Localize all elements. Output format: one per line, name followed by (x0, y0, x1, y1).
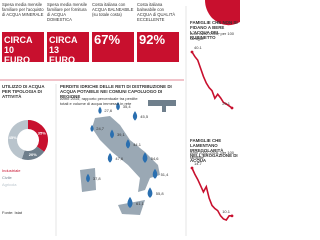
loss-label: 27,6 (104, 108, 113, 113)
tap-icon (148, 100, 176, 112)
loss-label: 35,4 (123, 104, 132, 109)
trend-point (230, 214, 234, 218)
layout-graphics: 27,6 35,4 45,5 24,7 39,1 44,1 54,6 37,8 51,4 61,1… (0, 0, 240, 236)
chart-subtitle: Anni 2002-2016, per 100 famiglie (190, 31, 235, 41)
loss-label: 24,7 (96, 126, 105, 131)
loss-drop (107, 152, 113, 163)
donut-slice (21, 146, 45, 160)
trend-label: 40.1 (194, 45, 203, 50)
chart-title: FAMIGLIE CHE LAMENTANO IRREGOLARITÀ NELL… (190, 138, 238, 163)
trend-line (191, 167, 232, 221)
trend-point (230, 106, 234, 110)
loss-drop (125, 139, 131, 149)
card: Costa italiana con ACQUA BALNEABILE (su … (92, 2, 134, 68)
trend-label: 10.1 (222, 209, 231, 214)
slice-label: 20% (29, 152, 37, 157)
infographic: 27,6 35,4 45,5 24,7 39,1 44,1 54,6 37,8 51,4 61,1… (0, 0, 240, 236)
trend-label: 14.7 (194, 161, 203, 166)
card-text: Costa italiana con ACQUA BALNEABILE (su … (92, 2, 134, 17)
sicily (118, 200, 145, 215)
donut-slice (7, 120, 29, 160)
loss-label: 55,8 (156, 191, 165, 196)
card-text: Costa italiana balneabile con ACQUA di Q… (137, 2, 176, 22)
loss-drop (110, 129, 114, 139)
card: Costa italiana balneabile con ACQUA di Q… (137, 2, 179, 68)
loss-drop (90, 124, 94, 132)
panel-subtitle: Anno 2015, rapporto percentuale tra perd… (60, 96, 138, 106)
panel-title: UTILIZZO DI ACQUA PER TIPOLOGIA DI ATTIV… (2, 84, 45, 99)
trend-point (190, 166, 194, 170)
loss-label: 47,6 (115, 156, 124, 161)
loss-drop (147, 187, 153, 198)
loss-label: 39,1 (117, 132, 126, 137)
slice-label: 35% (38, 130, 46, 135)
panel-note: Fonte: Istat (2, 210, 23, 215)
loss-drop (116, 101, 120, 111)
loss-drop (152, 168, 158, 179)
loss-label: 51,4 (161, 172, 170, 177)
card-value: 92% (137, 32, 179, 62)
chart-title: FAMIGLIE CHE NON SI FIDANO A BERE L'ACQU… (190, 20, 238, 40)
slice-name: Civile (2, 175, 13, 180)
slice-name: Agricola (2, 182, 17, 187)
slice-name: Industriale (2, 168, 21, 173)
slice-label: 45% (9, 135, 17, 140)
card-value: 67% (92, 32, 134, 62)
loss-drop (132, 111, 138, 121)
loss-drop (127, 196, 133, 209)
trend-line (191, 51, 233, 109)
loss-label: 44,1 (133, 142, 142, 147)
card-text: Spesa media mensile familiare per l'acqu… (2, 2, 44, 17)
chart-subtitle: Anni 2002-2016, per 100 famiglie (190, 150, 235, 160)
trend-label: 29.1 (222, 101, 231, 106)
loss-label: 45,5 (140, 114, 149, 119)
loss-label: 37,8 (93, 176, 102, 181)
card: Spesa media mensile familiare per l'acqu… (2, 2, 44, 68)
italy-map (92, 116, 160, 192)
card: Spesa media mensile familiare per fornit… (47, 2, 89, 68)
loss-label: 54,6 (151, 156, 160, 161)
loss-drop (98, 106, 102, 115)
card-text: Spesa media mensile familiare per fornit… (47, 2, 88, 22)
card-value: CIRCA 10 EURO (2, 32, 44, 65)
trend-point (190, 50, 194, 54)
loss-drop (86, 173, 90, 183)
donut-slice (28, 120, 48, 152)
decoration (205, 0, 240, 26)
panel-title: PERDITE IDRICHE DELLE RETI DI DISTRIBUZI… (60, 84, 172, 99)
card-value: CIRCA 13 EURO (47, 32, 89, 65)
loss-drop (142, 152, 148, 163)
loss-label: 61,1 (136, 201, 145, 206)
